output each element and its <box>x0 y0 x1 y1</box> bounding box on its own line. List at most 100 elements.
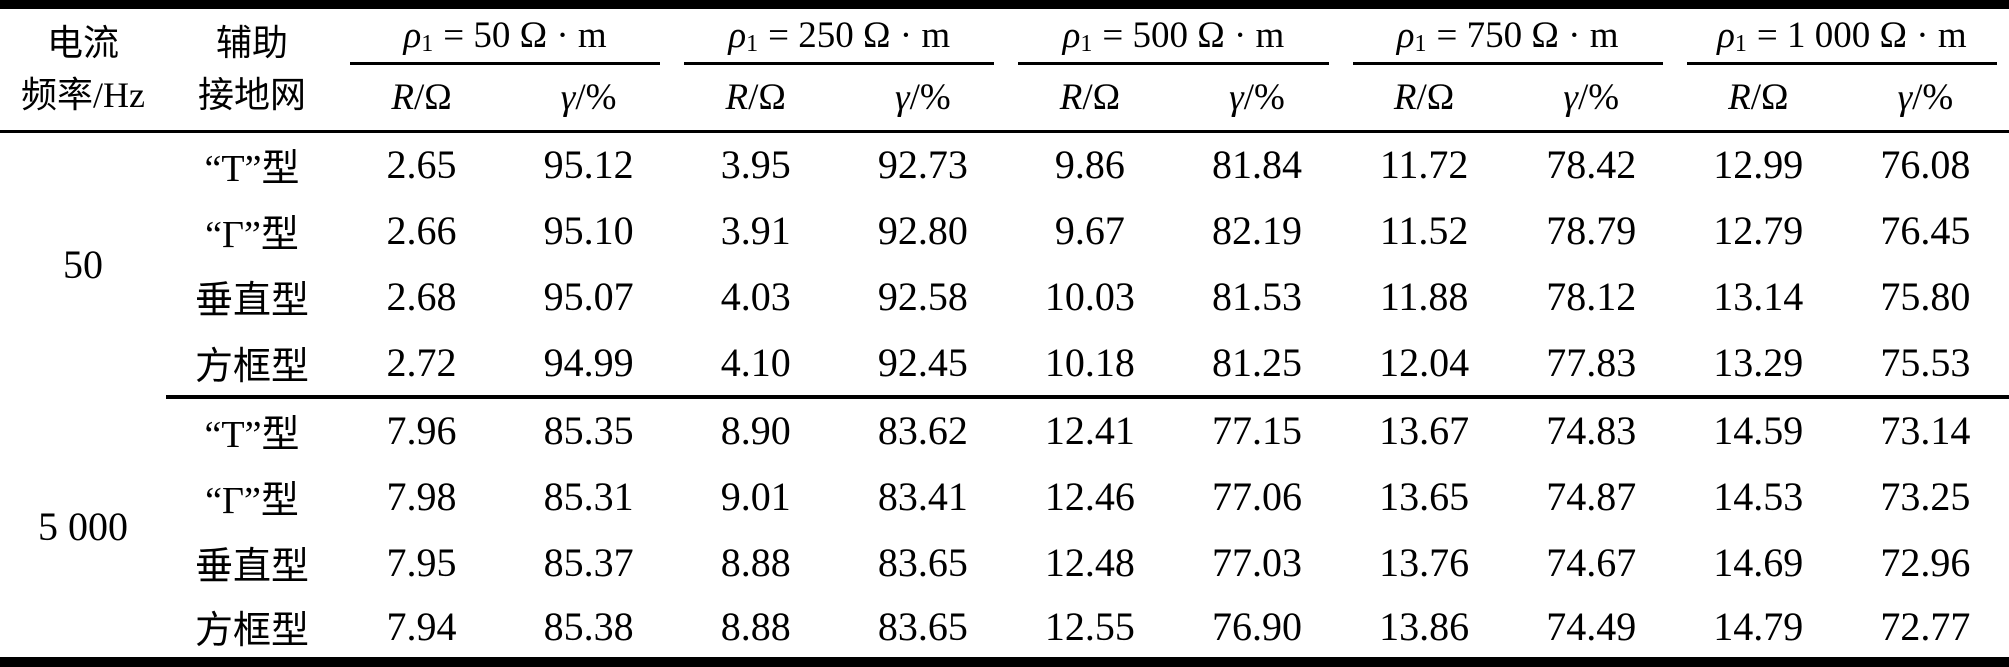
group-header-rho-500: ρ 1 = 500 Ω · m <box>1006 5 1340 65</box>
r-symbol: R <box>1393 76 1417 118</box>
group-header-rho-50: ρ 1 = 50 Ω · m <box>338 5 672 65</box>
data-cell: 8.88 <box>720 539 791 585</box>
data-cell: 14.69 <box>1713 539 1804 585</box>
data-cell: 2.66 <box>386 208 457 254</box>
table-row: “Γ”型 2.66 95.10 3.91 92.80 9.67 82.19 11… <box>0 197 2009 263</box>
grid-type-label: “Γ”型 <box>205 214 299 257</box>
data-cell: 7.95 <box>386 539 457 585</box>
data-cell: 4.03 <box>720 274 791 320</box>
r-unit: /Ω <box>1750 76 1789 118</box>
rho-symbol: ρ <box>1717 15 1735 56</box>
data-cell: 92.45 <box>839 330 1007 399</box>
grid-type-label: “T”型 <box>204 148 300 191</box>
gamma-unit: /% <box>1912 76 1954 118</box>
gamma-unit: /% <box>1577 76 1620 118</box>
gamma-symbol: γ <box>1563 76 1578 118</box>
data-cell: 78.12 <box>1546 274 1637 320</box>
data-cell: 76.90 <box>1212 603 1303 649</box>
data-cell: 13.86 <box>1379 603 1470 649</box>
rho-symbol: ρ <box>1396 15 1415 56</box>
gamma-unit: /% <box>575 76 617 118</box>
data-cell: 8.88 <box>720 603 791 649</box>
table-row: 5 000 “T”型 7.96 85.35 8.90 83.62 12.41 7… <box>0 397 2009 549</box>
data-cell: 74.67 <box>1546 539 1637 585</box>
r-unit: /Ω <box>413 76 452 118</box>
gamma-symbol: γ <box>560 76 576 118</box>
data-cell: 81.84 <box>1212 142 1303 188</box>
data-cell: 77.83 <box>1507 330 1675 399</box>
group-header-rho-250: ρ 1 = 250 Ω · m <box>672 5 1006 65</box>
sub-header-resistance: R/Ω <box>1006 65 1174 133</box>
sub-header-gamma: γ/% <box>1507 65 1675 133</box>
sub-header-gamma: γ/% <box>1173 65 1341 133</box>
data-cell: 2.68 <box>386 274 457 320</box>
data-cell: 8.90 <box>720 408 791 454</box>
group-header-row: 电流 频率/Hz 辅助 接地网 ρ 1 = 50 Ω · m ρ 1 = 250 Ω ·… <box>0 4 2009 133</box>
rho-subscript: 1 <box>1734 31 1747 57</box>
data-cell: 77.03 <box>1212 539 1303 585</box>
data-cell: 9.67 <box>1054 208 1125 254</box>
gamma-unit: /% <box>909 76 951 118</box>
data-cell: 12.46 <box>1044 473 1135 519</box>
rho-symbol: ρ <box>728 15 747 56</box>
data-cell: 83.65 <box>877 539 968 585</box>
data-cell: 12.48 <box>1044 539 1135 585</box>
rho-subscript: 1 <box>746 31 759 57</box>
grid-type-label: “T”型 <box>204 414 300 457</box>
data-cell: 73.14 <box>1880 408 1971 454</box>
data-cell: 7.98 <box>386 473 457 519</box>
r-symbol: R <box>1728 76 1751 118</box>
grid-type-label: 方框型 <box>166 330 338 399</box>
rho-symbol: ρ <box>1062 15 1081 56</box>
r-unit: /Ω <box>748 76 786 118</box>
header-line: 辅助 <box>215 23 288 64</box>
data-cell: 78.42 <box>1546 142 1637 188</box>
data-cell: 95.07 <box>543 274 634 320</box>
data-cell: 94.99 <box>505 330 673 399</box>
data-cell: 74.87 <box>1546 473 1637 519</box>
table-row: “Γ”型 7.98 85.31 9.01 83.41 12.46 77.06 1… <box>0 463 2009 529</box>
data-cell: 92.80 <box>877 208 968 254</box>
header-line: 电流 <box>46 23 119 64</box>
column-header-current-frequency: 电流 频率/Hz <box>0 4 166 133</box>
data-cell: 10.03 <box>1044 274 1135 320</box>
data-cell: 13.29 <box>1674 330 1842 399</box>
sub-header-resistance: R/Ω <box>338 65 506 133</box>
table-row: 垂直型 7.95 85.37 8.88 83.65 12.48 77.03 13… <box>0 529 2009 595</box>
data-cell: 72.96 <box>1880 539 1971 585</box>
data-cell: 12.55 <box>1044 603 1135 649</box>
data-cell: 2.72 <box>338 330 506 399</box>
data-cell: 9.86 <box>1054 142 1125 188</box>
r-unit: /Ω <box>1416 76 1455 118</box>
data-cell: 95.12 <box>543 142 634 188</box>
data-cell: 92.73 <box>877 142 968 188</box>
group-value-unit: = 500 Ω · m <box>1102 15 1285 56</box>
data-cell: 85.35 <box>543 408 634 454</box>
data-cell: 72.77 <box>1880 603 1971 649</box>
data-cell: 85.37 <box>543 539 634 585</box>
table-row: 方框型 7.94 85.38 8.88 83.65 12.55 76.90 13… <box>0 596 2009 662</box>
group-header-rho-1000: ρ 1 = 1 000 Ω · m <box>1675 5 2009 65</box>
data-cell: 83.41 <box>877 473 968 519</box>
data-cell: 77.15 <box>1212 408 1303 454</box>
sub-header-gamma: γ/% <box>839 65 1007 133</box>
data-cell: 73.25 <box>1880 473 1971 519</box>
gamma-symbol: γ <box>894 76 910 118</box>
data-cell: 12.99 <box>1713 142 1804 188</box>
sub-header-row: R/Ω γ/% R/Ω γ/% R/Ω γ/% R/Ω γ/% R/Ω γ/% <box>0 65 2009 133</box>
group-spanner-rule: ρ 1 = 750 Ω · m <box>1352 9 1663 65</box>
frequency-value: 50 <box>63 242 103 287</box>
data-cell: 92.58 <box>877 274 968 320</box>
table-row: 垂直型 2.68 95.07 4.03 92.58 10.03 81.53 11… <box>0 264 2009 330</box>
r-symbol: R <box>725 76 749 118</box>
data-cell: 85.38 <box>543 603 634 649</box>
data-cell: 7.96 <box>386 408 457 454</box>
data-cell: 12.79 <box>1713 208 1804 254</box>
group-spanner-rule: ρ 1 = 1 000 Ω · m <box>1686 9 1997 65</box>
data-cell: 14.59 <box>1713 408 1804 454</box>
data-cell: 3.95 <box>720 142 791 188</box>
header-line: 频率/Hz <box>21 75 145 116</box>
data-cell: 13.65 <box>1379 473 1470 519</box>
sub-header-resistance: R/Ω <box>1340 65 1508 133</box>
data-cell: 14.53 <box>1713 473 1804 519</box>
